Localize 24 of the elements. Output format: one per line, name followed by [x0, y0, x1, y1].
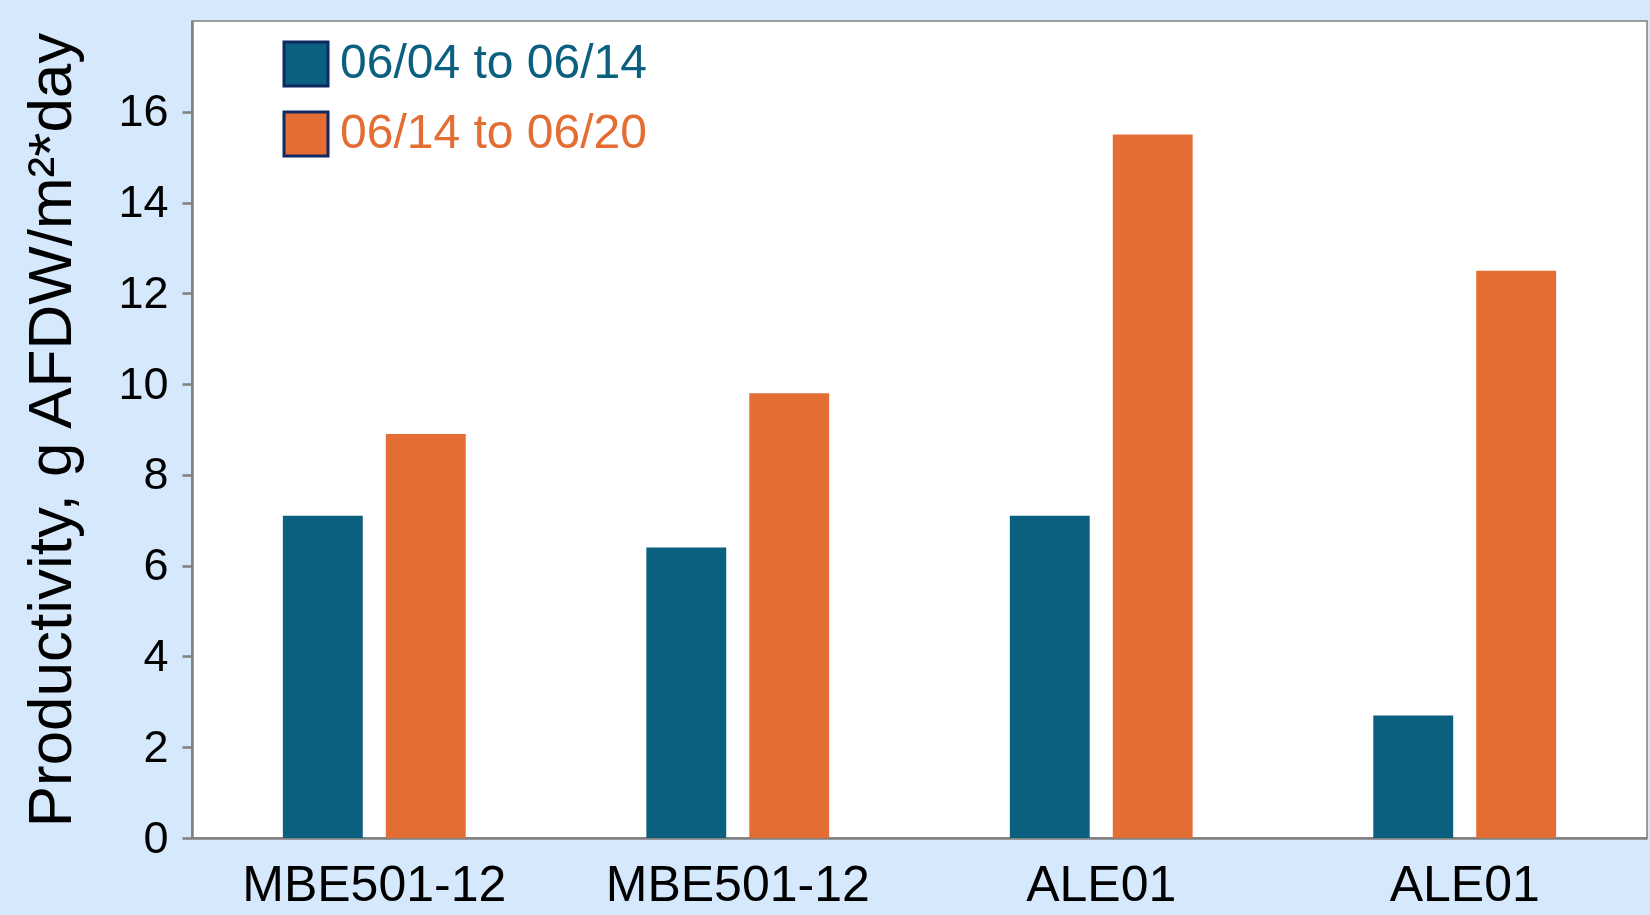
x-tick-label: ALE01	[1389, 855, 1540, 912]
y-tick-label: 16	[118, 85, 169, 137]
x-tick-label: ALE01	[1026, 855, 1177, 912]
y-tick-label: 10	[118, 357, 169, 409]
bar	[385, 434, 466, 838]
y-tick-label: 4	[143, 629, 169, 681]
y-axis-title: Productivity, g AFDW/m²*day	[15, 32, 85, 828]
bar	[1476, 270, 1557, 838]
bar	[646, 547, 727, 838]
bar	[1373, 715, 1454, 838]
y-tick-label: 2	[143, 720, 169, 772]
legend-label: 06/04 to 06/14	[340, 35, 647, 88]
legend-label: 06/14 to 06/20	[340, 105, 647, 158]
bar	[1009, 515, 1090, 838]
y-tick-label: 6	[143, 539, 169, 591]
y-tick-label: 0	[143, 811, 169, 863]
y-tick-label: 14	[118, 176, 169, 228]
y-tick-label: 12	[118, 266, 169, 318]
x-tick-label: MBE501-12	[242, 855, 507, 912]
bar	[749, 393, 830, 838]
x-tick-label: MBE501-12	[605, 855, 870, 912]
bar	[1112, 134, 1193, 838]
bar	[282, 515, 363, 838]
y-tick-label: 8	[143, 448, 169, 500]
